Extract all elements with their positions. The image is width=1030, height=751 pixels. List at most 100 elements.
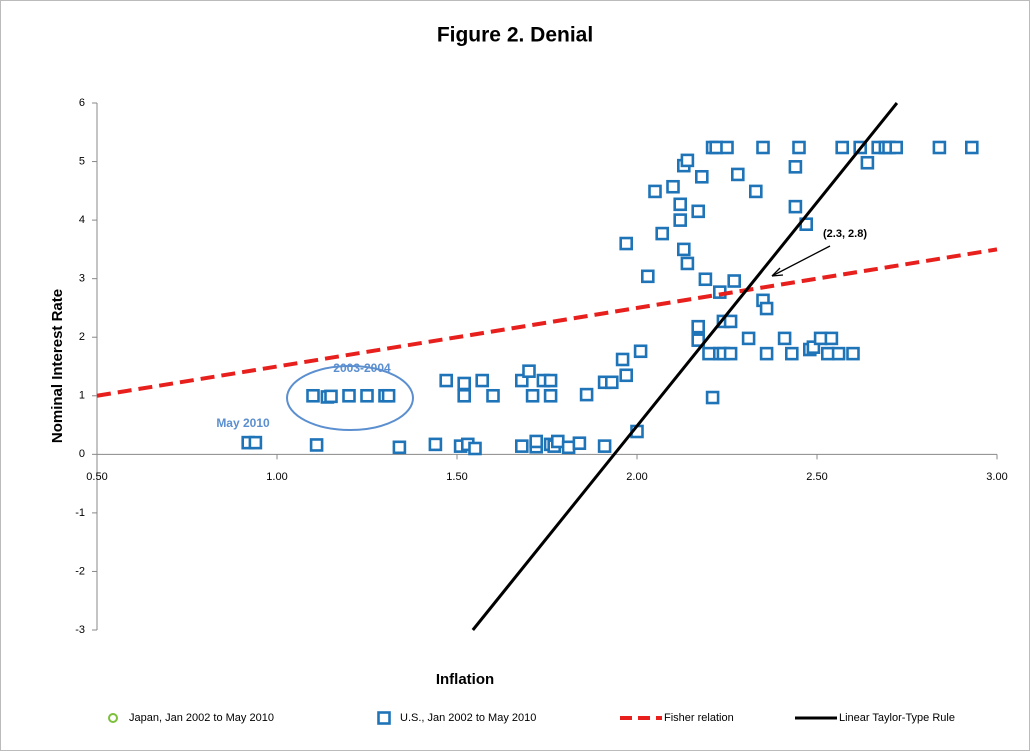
x-tick-label: 1.00	[266, 471, 287, 483]
chart-title: Figure 2. Denial	[437, 24, 593, 47]
scatter-point	[522, 364, 536, 378]
scatter-point	[342, 388, 356, 403]
annotation: (2.3, 2.8)	[823, 228, 867, 240]
scatter-point	[860, 155, 875, 170]
legend-label: Fisher relation	[664, 712, 734, 724]
scatter-point	[514, 439, 529, 453]
scatter-point	[525, 388, 540, 403]
legend-label: U.S., Jan 2002 to May 2010	[400, 712, 536, 724]
scatter-point	[741, 331, 756, 346]
x-axis-label: Inflation	[436, 671, 494, 688]
scatter-point	[619, 236, 634, 251]
scatter-point	[806, 340, 821, 354]
scatter-point	[428, 437, 443, 452]
y-tick-label: 6	[79, 97, 85, 109]
scatter-point	[788, 160, 803, 174]
scatter-point	[831, 346, 846, 361]
annotation: 2003-2004	[333, 361, 391, 375]
line-series	[96, 247, 998, 398]
scatter-point	[673, 213, 688, 227]
scatter-point	[777, 331, 792, 346]
y-tick-label: 0	[79, 448, 85, 460]
x-tick-label: 0.50	[86, 471, 107, 483]
scatter-point	[619, 368, 634, 383]
scatter-point	[248, 435, 263, 450]
scatter-point	[730, 167, 745, 182]
scatter-point	[723, 314, 738, 329]
scatter-point	[655, 226, 670, 241]
scatter-point	[306, 388, 320, 403]
scatter-point	[691, 204, 706, 219]
scatter-point	[676, 242, 691, 257]
scatter-point	[846, 346, 860, 361]
y-tick-label: -1	[75, 507, 85, 519]
highlight-ellipse	[286, 365, 414, 431]
scatter-point	[486, 388, 500, 403]
scatter-point	[680, 153, 695, 168]
scatter-point	[788, 199, 803, 214]
scatter-point	[964, 140, 979, 155]
legend-label: Japan, Jan 2002 to May 2010	[129, 712, 274, 724]
scatter-point	[392, 440, 407, 455]
scatter-point	[475, 373, 490, 388]
scatter-point	[640, 269, 655, 284]
scatter-point	[673, 197, 688, 212]
annotation: May 2010	[216, 416, 270, 430]
scatter-point	[709, 140, 724, 155]
scatter-point	[633, 344, 648, 359]
scatter-point	[813, 331, 828, 346]
scatter-point	[561, 440, 576, 455]
scatter-point	[457, 376, 472, 391]
scatter-point	[543, 373, 558, 388]
y-tick-label: 1	[79, 390, 85, 402]
scatter-point	[514, 373, 529, 388]
scatter-point	[439, 373, 454, 388]
scatter-point	[457, 388, 472, 403]
scatter-point	[835, 140, 850, 155]
scatter-point	[705, 390, 720, 405]
line-series	[471, 102, 899, 631]
x-tick-label: 2.00	[626, 471, 647, 483]
scatter-point	[615, 352, 630, 367]
scatter-point	[756, 140, 770, 155]
scatter-point	[550, 434, 565, 449]
x-tick-label: 2.50	[806, 471, 827, 483]
y-tick-label: 5	[79, 155, 85, 167]
scatter-point	[720, 140, 734, 155]
y-tick-label: 3	[79, 273, 85, 285]
scatter-point	[702, 346, 716, 361]
scatter-point	[698, 272, 713, 287]
y-tick-label: 4	[79, 214, 85, 226]
scatter-point	[784, 346, 799, 361]
scatter-point	[324, 389, 338, 404]
scatter-point	[932, 140, 947, 155]
scatter-point	[759, 301, 774, 316]
scatter-point	[727, 274, 742, 288]
scatter-point	[543, 388, 558, 403]
scatter-point	[694, 169, 709, 184]
annotation-arrow	[771, 245, 831, 277]
scatter-point	[824, 331, 839, 346]
scatter-point	[666, 179, 680, 194]
scatter-point	[691, 333, 706, 347]
y-tick-label: 2	[79, 331, 85, 343]
scatter-point	[723, 346, 738, 361]
y-axis-label: Nominal Interest Rate	[49, 289, 66, 443]
arrow-head	[771, 267, 784, 277]
scatter-point	[529, 434, 544, 449]
scatter-point	[381, 388, 396, 403]
scatter-point	[792, 140, 806, 155]
scatter-point	[468, 441, 482, 456]
legend-swatch	[377, 711, 391, 725]
scatter-point	[360, 388, 374, 403]
scatter-point	[572, 436, 587, 451]
scatter-point	[579, 387, 594, 402]
legend-swatch	[108, 713, 118, 723]
scatter-point	[648, 184, 662, 199]
y-tick-label: -2	[75, 565, 85, 577]
legend-label: Linear Taylor-Type Rule	[839, 712, 955, 724]
scatter-point	[680, 256, 695, 271]
y-tick-label: -3	[75, 624, 85, 636]
scatter-point	[748, 184, 763, 199]
